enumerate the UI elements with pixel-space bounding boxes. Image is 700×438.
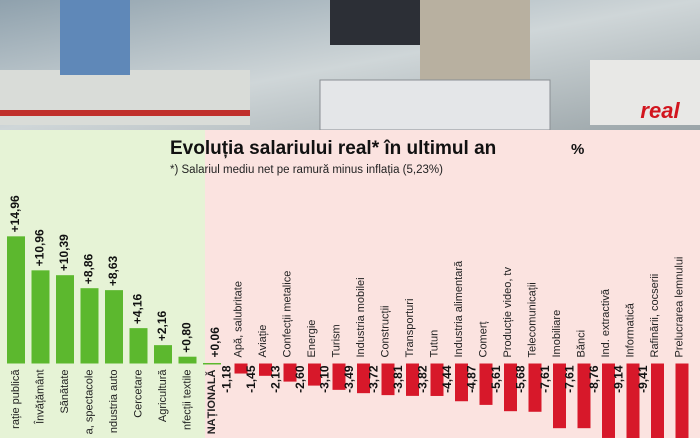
- value-label: -3,81: [391, 365, 405, 393]
- value-label: +0,06: [208, 327, 222, 358]
- category-label: Informatică: [624, 302, 636, 357]
- category-label: Telecomunicații: [526, 282, 538, 357]
- bar: [626, 363, 640, 438]
- bar: [381, 363, 395, 396]
- category-label: rație publică: [10, 369, 22, 429]
- category-label: Energie: [306, 320, 318, 358]
- bar: [553, 363, 566, 429]
- value-label: -7,61: [563, 365, 577, 393]
- bar: [259, 363, 272, 376]
- bar: [651, 363, 664, 438]
- value-label: +4,16: [131, 293, 145, 324]
- value-label: -3,10: [318, 365, 332, 393]
- value-label: -4,44: [440, 365, 454, 393]
- category-label: Rafinării, cocserii: [649, 274, 661, 358]
- bar: [528, 363, 542, 412]
- category-label: Ind. extractivă: [600, 288, 612, 357]
- category-label: Agricultură: [157, 369, 169, 422]
- category-label: Construcții: [379, 306, 391, 358]
- category-label: Transporturi: [404, 299, 416, 358]
- value-label: +10,39: [57, 234, 71, 271]
- bar: [234, 363, 248, 374]
- category-label: Producție video, tv: [502, 267, 514, 358]
- category-label: NAȚIONALĂ: [205, 369, 218, 434]
- category-label: Industria mobilei: [355, 277, 367, 357]
- category-label: Turism: [330, 324, 342, 357]
- bar: [203, 362, 221, 365]
- bar: [283, 363, 297, 382]
- category-label: Tutun: [428, 330, 440, 358]
- value-label: -2,13: [269, 365, 283, 393]
- value-label: +2,16: [155, 310, 169, 341]
- bar: [31, 270, 50, 364]
- bar: [129, 328, 148, 364]
- value-label: +14,96: [8, 195, 22, 232]
- bar: [80, 288, 99, 364]
- bar: [154, 345, 172, 364]
- bar: [105, 290, 123, 364]
- subtitle: *) Salariul mediu net pe ramură minus in…: [170, 164, 443, 176]
- bar: [357, 363, 370, 394]
- value-label: -1,45: [244, 365, 258, 393]
- value-label: -9,41: [636, 365, 650, 393]
- value-label: -4,87: [465, 365, 479, 393]
- category-label: Cercetare: [132, 370, 144, 418]
- category-label: a, spectacole: [83, 370, 95, 435]
- bar: [675, 363, 689, 438]
- value-label: +8,86: [82, 254, 96, 285]
- category-label: Comerț: [477, 321, 489, 357]
- category-label: Sănătate: [59, 370, 71, 414]
- value-label: -8,76: [587, 365, 601, 393]
- value-label: -3,82: [416, 365, 430, 393]
- value-label: -9,14: [612, 365, 626, 393]
- category-label: Apă, salubritate: [232, 281, 244, 357]
- bar: [430, 363, 444, 396]
- bar: [406, 363, 419, 396]
- value-label: -5,61: [489, 365, 503, 393]
- bar: [504, 363, 517, 412]
- bar: [602, 363, 615, 438]
- category-label: Prelucrarea lemnului: [673, 257, 685, 358]
- negative-bg: [205, 130, 700, 438]
- value-label: +0,80: [180, 322, 194, 353]
- value-label: -1,18: [220, 365, 234, 393]
- bar: [455, 363, 468, 402]
- category-label: nfecții textile: [181, 370, 193, 431]
- svg-text:real: real: [640, 98, 680, 123]
- category-label: Bănci: [575, 330, 587, 358]
- category-label: Confecții metalice: [281, 271, 293, 358]
- bar: [479, 363, 493, 405]
- photo: real: [0, 0, 700, 131]
- category-label: Imobiliare: [551, 310, 563, 358]
- unit: %: [571, 141, 584, 158]
- bar: [7, 236, 25, 364]
- chart-title: Evoluția salariului real* în ultimul an: [170, 138, 496, 159]
- category-label: Industria alimentară: [453, 260, 465, 357]
- value-label: +8,63: [106, 255, 120, 286]
- category-label: ndustria auto: [108, 370, 120, 434]
- positive-bg: [0, 130, 205, 438]
- bar: [577, 363, 591, 429]
- bar: [308, 363, 321, 386]
- value-label: -7,61: [538, 365, 552, 393]
- bar: [56, 275, 74, 364]
- category-label: Învățământ: [33, 370, 46, 425]
- category-label: Aviație: [257, 325, 269, 358]
- bar: [178, 356, 197, 364]
- value-label: -5,68: [514, 365, 528, 393]
- value-label: +10,96: [33, 229, 47, 266]
- value-label: -3,49: [342, 365, 356, 393]
- value-label: -3,72: [367, 365, 381, 393]
- bar: [332, 363, 346, 390]
- value-label: -2,60: [293, 365, 307, 393]
